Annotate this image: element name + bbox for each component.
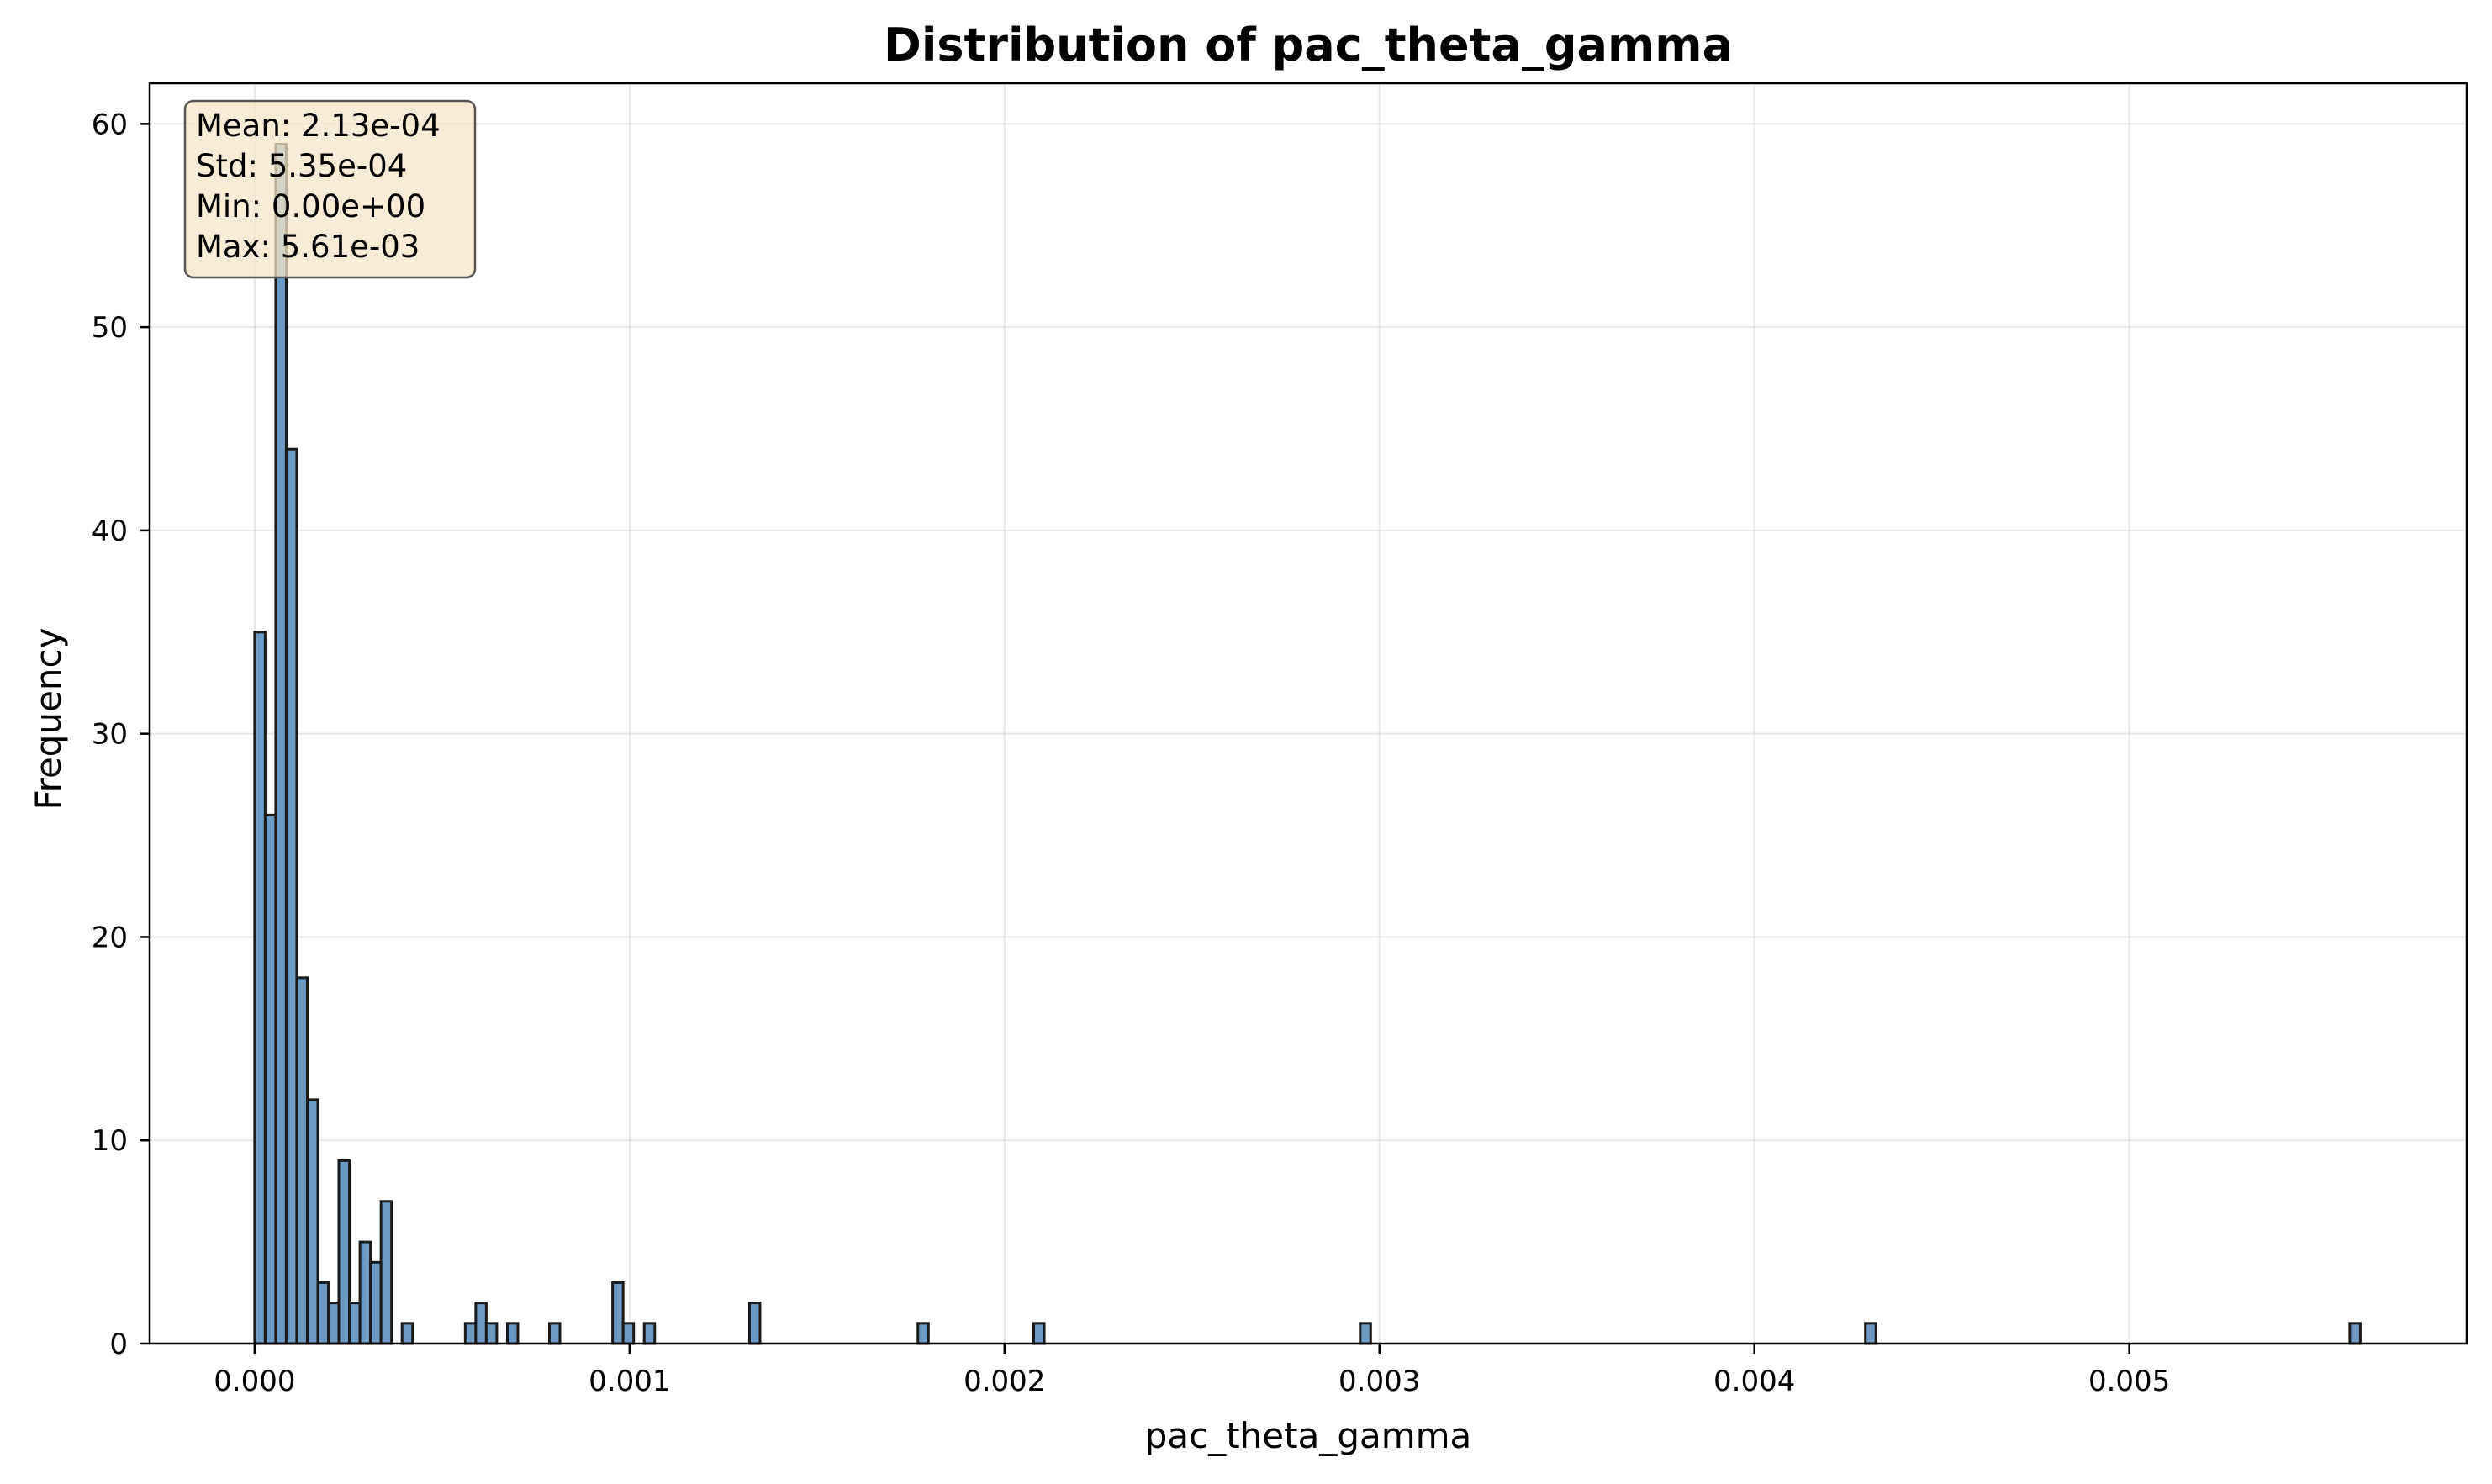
- y-tick-label: 60: [92, 108, 128, 141]
- histogram-bar: [1359, 1322, 1372, 1345]
- axes: [148, 82, 2468, 1345]
- histogram-bar: [642, 1322, 657, 1345]
- stats-std: Std: 5.35e-04: [196, 148, 407, 184]
- histogram-bar: [1864, 1322, 1877, 1345]
- histogram-bar: [316, 1281, 330, 1345]
- histogram-bar: [1032, 1322, 1046, 1345]
- histogram-bar: [348, 1302, 362, 1345]
- histogram-bar: [463, 1322, 478, 1345]
- x-axis-ticks: 0.000 0.001 0.002 0.003 0.004 0.005: [214, 1344, 2170, 1398]
- histogram-bar: [400, 1322, 414, 1345]
- y-tick-label: 0: [109, 1328, 128, 1361]
- x-tick-label: 0.000: [214, 1365, 295, 1398]
- y-tick-label: 40: [92, 515, 128, 548]
- stats-mean: Mean: 2.13e-04: [196, 108, 441, 144]
- stats-min: Min: 0.00e+00: [196, 188, 425, 224]
- histogram-bar: [305, 1098, 319, 1345]
- x-tick-label: 0.001: [589, 1365, 670, 1398]
- x-tick-label: 0.004: [1713, 1365, 1795, 1398]
- histogram-bar: [263, 813, 277, 1345]
- histogram-bar: [505, 1322, 520, 1345]
- histogram-bar: [369, 1260, 383, 1345]
- x-axis-label: pac_theta_gamma: [1145, 1415, 1472, 1456]
- y-axis-label: Frequency: [28, 628, 69, 811]
- histogram-bar: [358, 1240, 372, 1345]
- histogram-bar: [547, 1322, 562, 1345]
- y-tick-label: 10: [92, 1124, 128, 1158]
- histogram-bar: [379, 1200, 393, 1345]
- histogram-bar: [484, 1322, 499, 1345]
- stats-max: Max: 5.61e-03: [196, 229, 420, 265]
- histogram-bar: [337, 1159, 351, 1345]
- histogram-bar: [274, 143, 288, 1345]
- y-tick-label: 20: [92, 921, 128, 954]
- plot-frame: [148, 82, 2468, 1345]
- histogram-bar: [747, 1302, 762, 1345]
- x-tick-label: 0.005: [2088, 1365, 2170, 1398]
- histogram-bar: [474, 1302, 488, 1345]
- x-tick-label: 0.002: [964, 1365, 1045, 1398]
- y-axis-ticks: 0 10 20 30 40 50 60: [92, 108, 150, 1361]
- stats-box-background: [183, 99, 477, 279]
- histogram-bar: [2348, 1322, 2362, 1345]
- histogram-bar: [284, 447, 298, 1345]
- y-tick-label: 50: [92, 311, 128, 345]
- histogram-bar: [916, 1322, 930, 1345]
- y-tick-label: 30: [92, 718, 128, 752]
- histogram-bar: [253, 631, 267, 1345]
- histogram-bar: [611, 1281, 625, 1345]
- x-tick-label: 0.003: [1338, 1365, 1420, 1398]
- stats-box: Mean: 2.13e-04 Std: 5.35e-04 Min: 0.00e+…: [183, 99, 477, 279]
- histogram-bar: [621, 1322, 636, 1345]
- histogram-bar: [327, 1302, 341, 1345]
- histogram-bar: [295, 976, 309, 1345]
- chart-title: Distribution of pac_theta_gamma: [884, 18, 1733, 71]
